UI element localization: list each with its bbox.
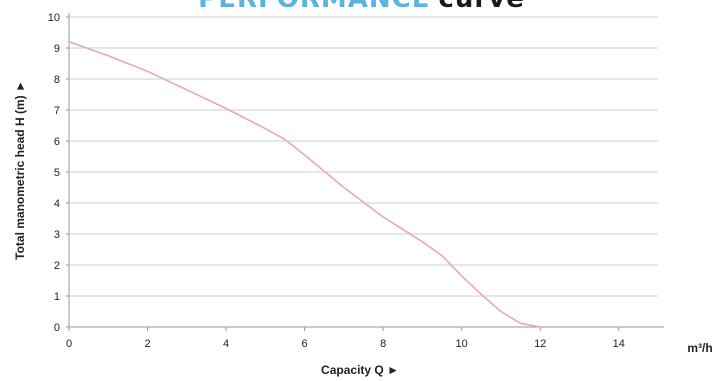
y-tick-label-10: 10 <box>48 12 60 24</box>
y-tick-label-0: 0 <box>54 322 60 334</box>
x-axis-label: Capacity Q ► <box>321 363 399 377</box>
y-tick-label-1: 1 <box>54 291 60 303</box>
y-tick-label-4: 4 <box>54 198 60 210</box>
x-tick-label-4: 4 <box>223 338 229 350</box>
x-unit-label: m³/h <box>687 341 712 355</box>
y-tick-label-6: 6 <box>54 136 60 148</box>
chart-title-accent: PERFORMANCE <box>198 0 430 14</box>
x-tick-label-0: 0 <box>66 338 72 350</box>
chart-title-main: curve <box>439 0 525 14</box>
y-axis-label: Total manometric head H (m) ► <box>13 80 27 260</box>
x-tick-label-12: 12 <box>534 338 546 350</box>
x-tick-label-8: 8 <box>380 338 386 350</box>
x-tick-label-10: 10 <box>456 338 468 350</box>
series-layer <box>68 41 541 328</box>
y-tick-label-9: 9 <box>54 43 60 55</box>
y-tick-label-3: 3 <box>54 229 60 241</box>
x-tick-label-14: 14 <box>613 338 625 350</box>
performance-curve-line <box>68 41 541 328</box>
y-tick-label-5: 5 <box>54 167 60 179</box>
x-tick-label-2: 2 <box>144 338 150 350</box>
chart-title: PERFORMANCE curve <box>0 0 723 14</box>
axes <box>66 13 664 331</box>
y-tick-label-8: 8 <box>54 74 60 86</box>
x-tick-label-6: 6 <box>302 338 308 350</box>
y-tick-label-2: 2 <box>54 260 60 272</box>
grid-lines <box>69 16 658 328</box>
y-tick-label-7: 7 <box>54 105 60 117</box>
